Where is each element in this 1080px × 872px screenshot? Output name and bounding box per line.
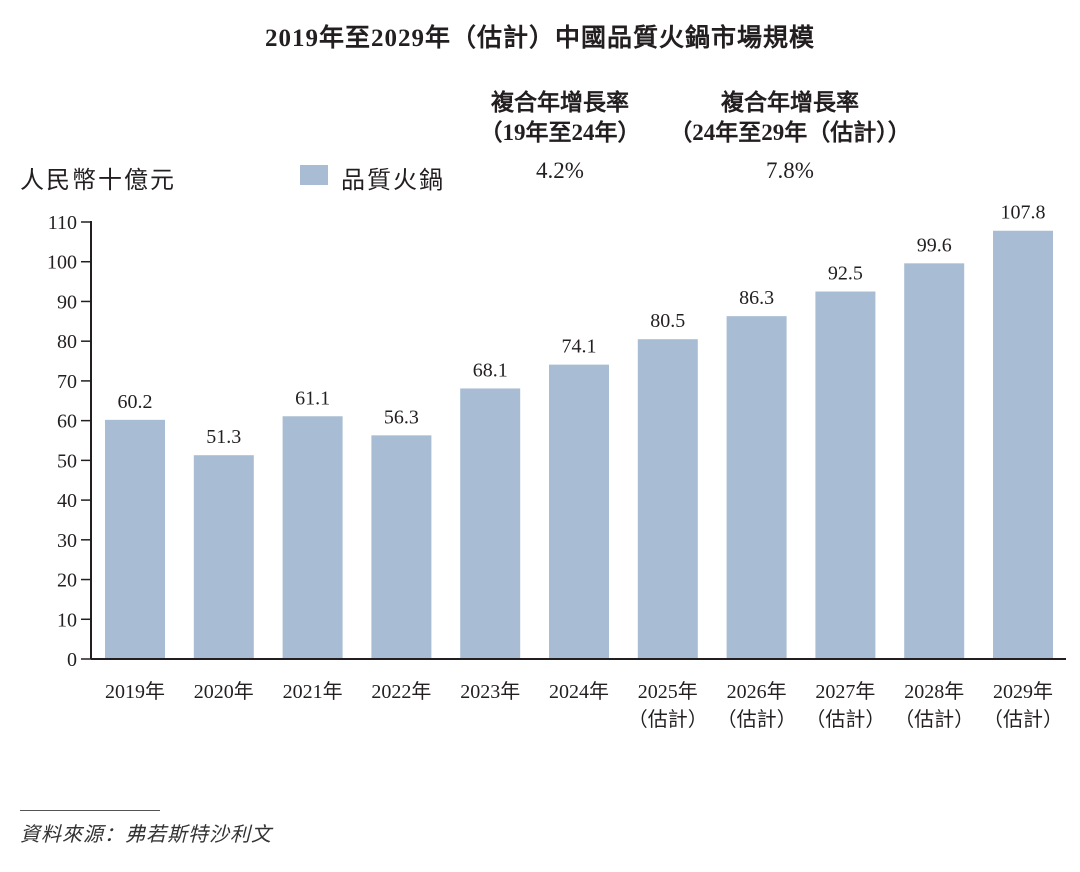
bar (193, 455, 254, 659)
data-label: 74.1 (562, 336, 597, 358)
y-tick-label: 60 (57, 411, 77, 433)
bar (637, 339, 698, 659)
cagr-value: 4.2% (536, 158, 584, 183)
y-tick-label: 80 (57, 331, 77, 353)
y-axis-unit-label: 人民幣十億元 (20, 168, 176, 194)
y-tick-label: 30 (57, 530, 77, 552)
data-label: 60.2 (118, 391, 153, 413)
cagr-period: （24年至29年（估計）） (669, 120, 911, 145)
data-label: 80.5 (650, 310, 685, 332)
data-label: 92.5 (828, 263, 863, 285)
y-tick-label: 100 (47, 252, 77, 274)
x-tick-label: 2026年 (727, 680, 787, 703)
x-tick-sublabel: （估計） (628, 708, 708, 731)
bar (282, 416, 343, 659)
chart-title: 2019年至2029年（估計）中國品質火鍋市場規模 (264, 25, 815, 52)
data-label: 99.6 (917, 234, 952, 256)
bar-chart: 60.2 2019年 51.3 2020年 61.1 2021年 56.3 2022年 68.1… (47, 202, 1066, 731)
x-tick-label: 2028年 (904, 680, 964, 703)
cagr-block-2019-2024: 複合年增長率 （19年至24年） 4.2% (460, 88, 660, 184)
data-label: 68.1 (473, 359, 508, 381)
x-tick-label: 2023年 (460, 680, 520, 703)
data-label: 56.3 (384, 406, 419, 428)
cagr-heading: 複合年增長率 (721, 90, 859, 115)
y-tick-label: 90 (57, 291, 77, 313)
cagr-value: 7.8% (766, 158, 814, 183)
cagr-heading: 複合年增長率 (491, 90, 629, 115)
bar (105, 419, 165, 659)
bar (460, 388, 521, 659)
y-tick-label: 20 (57, 570, 77, 592)
cagr-period: （19年至24年） (479, 120, 641, 145)
x-tick-label: 2019年 (105, 680, 165, 703)
x-tick-label: 2020年 (194, 680, 254, 703)
y-tick-label: 10 (57, 609, 77, 631)
x-tick-sublabel: （估計） (983, 708, 1063, 731)
y-tick-label: 40 (57, 490, 77, 512)
y-tick-label: 50 (57, 450, 77, 472)
x-tick-label: 2027年 (815, 680, 875, 703)
data-label: 86.3 (739, 287, 774, 309)
bar (549, 364, 609, 659)
bar (815, 291, 876, 659)
x-tick-label: 2021年 (283, 680, 343, 703)
bar (904, 263, 965, 659)
legend-swatch (300, 165, 328, 185)
x-tick-label: 2025年 (638, 680, 698, 703)
x-tick-sublabel: （估計） (894, 708, 974, 731)
source-note: 資料來源：弗若斯特沙利文 (20, 824, 272, 846)
bar (371, 435, 432, 659)
y-tick-label: 0 (67, 649, 77, 671)
data-label: 107.8 (1001, 202, 1046, 224)
data-label: 51.3 (206, 426, 241, 448)
x-tick-label: 2029年 (993, 680, 1053, 703)
bar (993, 230, 1053, 660)
data-label: 61.1 (295, 387, 330, 409)
source-divider (20, 810, 160, 811)
x-tick-sublabel: （估計） (717, 708, 797, 731)
legend-label: 品質火鍋 (341, 168, 445, 194)
x-tick-label: 2024年 (549, 680, 609, 703)
y-tick-label: 70 (57, 371, 77, 393)
cagr-block-2024-2029: 複合年增長率 （24年至29年（估計）） 7.8% (660, 88, 920, 184)
x-tick-label: 2022年 (371, 680, 431, 703)
x-tick-sublabel: （估計） (805, 708, 885, 731)
bar (726, 316, 787, 659)
y-tick-label: 110 (48, 212, 77, 234)
